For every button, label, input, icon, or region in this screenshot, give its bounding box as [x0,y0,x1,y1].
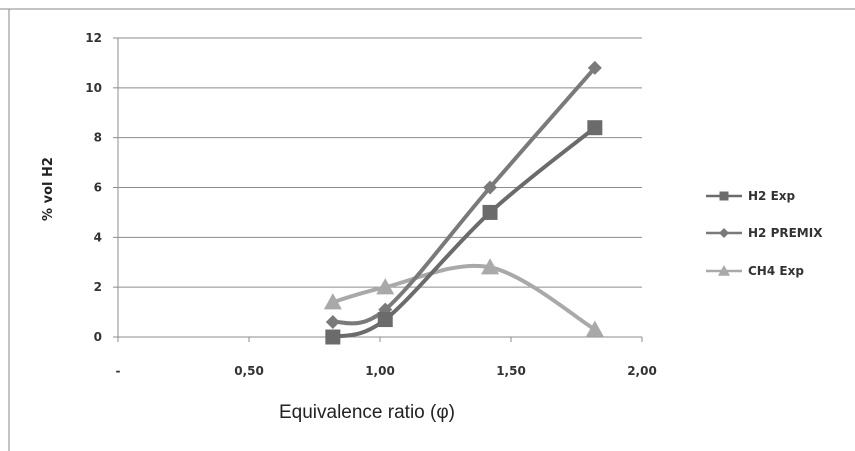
legend-item-h2-exp: H2 Exp [706,189,796,203]
point-ch4-exp-2 [481,258,500,275]
series-h2-premix [325,60,602,330]
point-ch4-exp-1 [376,278,395,295]
point-h2-exp-0 [325,329,341,345]
point-ch4-exp-0 [323,293,342,310]
y-axis-title: % vol H2 [41,157,56,221]
legend-marker-h2-premix [719,228,729,238]
point-h2-exp-3 [587,120,603,136]
x-tick-label-2,00: 2,00 [627,364,657,378]
legend-item-h2-premix: H2 PREMIX [706,226,823,240]
series-line-ch4-exp [330,263,597,332]
legend-label-ch4-exp: CH4 Exp [748,264,804,278]
y-tick-label-12: 12 [85,31,102,45]
point-h2-premix-3 [587,60,602,75]
point-h2-premix-0 [325,315,340,330]
x-tick-label-1,00: 1,00 [365,364,395,378]
x-tick-label-0,50: 0,50 [234,364,264,378]
y-tick-label-2: 2 [94,280,102,294]
point-h2-exp-2 [482,204,498,220]
x-tick-label-1,50: 1,50 [496,364,526,378]
series-line-h2-premix [330,65,597,326]
point-h2-premix-2 [483,180,498,195]
x-tick-label--: - [116,364,121,378]
legend-label-h2-premix: H2 PREMIX [748,226,823,240]
y-tick-label-6: 6 [94,181,102,195]
legend-marker-ch4-exp [718,265,730,276]
series-line-h2-exp [330,125,597,339]
legend-item-ch4-exp: CH4 Exp [706,264,804,278]
y-tick-label-4: 4 [94,230,102,244]
legend-label-h2-exp: H2 Exp [748,189,796,203]
series-layer [323,60,604,345]
y-tick-label-0: 0 [94,330,102,344]
y-tick-label-8: 8 [94,131,102,145]
y-tick-label-10: 10 [85,81,102,95]
point-h2-exp-1 [377,312,393,328]
point-ch4-exp-3 [585,320,604,337]
tick-labels: 0 2 4 6 8 10 12 - 0,50 1,00 1,50 2,00 [85,31,657,378]
series-ch4-exp [323,258,604,337]
x-axis-title: Equivalence ratio (φ) [279,402,455,423]
legend-marker-h2-exp [719,191,729,201]
series-h2-exp [325,120,603,345]
legend: H2 Exp H2 PREMIX CH4 Exp [706,189,823,278]
gridlines [118,37,642,288]
axes [113,37,643,342]
